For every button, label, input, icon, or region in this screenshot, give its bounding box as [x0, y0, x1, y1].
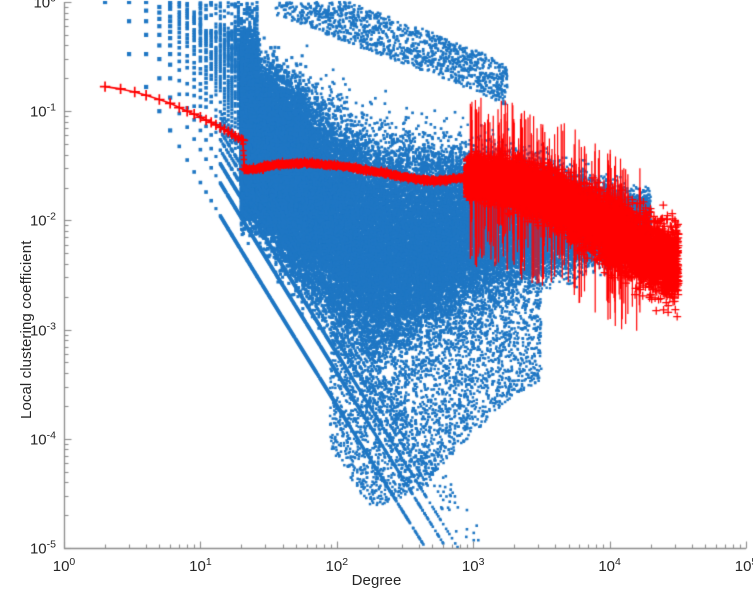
y-tick-label: 10-5: [29, 538, 56, 558]
x-tick-label: 100: [52, 556, 76, 575]
x-tick-label: 101: [189, 556, 212, 575]
y-tick-label: 10-2: [29, 210, 56, 230]
x-axis-title: Degree: [351, 572, 402, 589]
x-tick-label: 105: [734, 556, 753, 575]
y-tick-label: 100: [33, 0, 56, 12]
y-tick-label: 10-1: [29, 101, 56, 121]
x-tick-label: 103: [461, 556, 485, 575]
y-axis-title: Local clustering coefficient: [0, 0, 35, 600]
x-tick-label: 102: [325, 556, 349, 575]
x-tick-label: 104: [598, 556, 621, 575]
y-tick-label: 10-4: [29, 429, 56, 449]
y-tick-label: 10-3: [29, 320, 56, 340]
